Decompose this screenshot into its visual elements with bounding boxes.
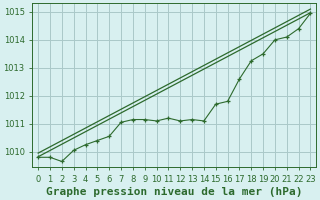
X-axis label: Graphe pression niveau de la mer (hPa): Graphe pression niveau de la mer (hPa) — [46, 186, 302, 197]
